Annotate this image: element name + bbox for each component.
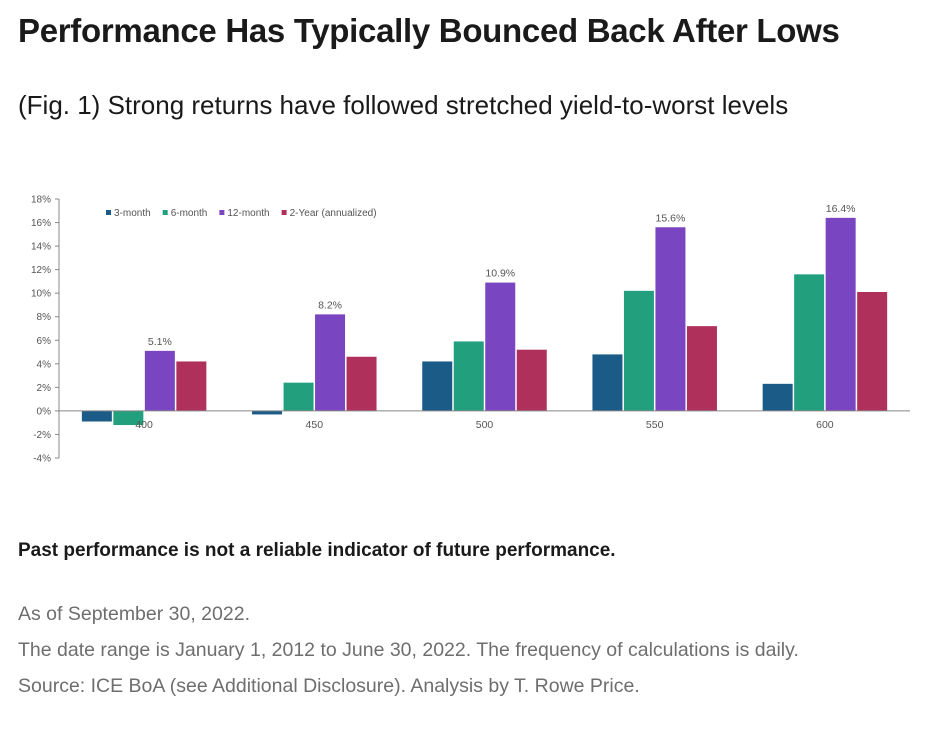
y-axis: -4% -2% 0% 2% 4% 6% 8% 10% 12% 14% 16% 18% <box>31 195 60 465</box>
y-tick-label: 16% <box>31 218 51 229</box>
bar-2-year-annualized-400 <box>176 361 207 411</box>
bar-12-month-550 <box>655 227 686 411</box>
bar-3-month-450 <box>252 410 283 415</box>
bar-2-year-annualized-450 <box>346 356 377 411</box>
bar-2-year-annualized-600 <box>857 292 888 411</box>
legend-swatch <box>281 210 287 215</box>
y-tick-label: -2% <box>33 430 51 441</box>
date-range-note: The date range is January 1, 2012 to Jun… <box>18 639 799 661</box>
legend-swatch <box>219 210 225 215</box>
data-label: 5.1% <box>148 336 172 348</box>
bar-6-month-600 <box>794 274 825 411</box>
bar-6-month-550 <box>623 290 654 411</box>
y-tick-label: 14% <box>31 242 51 253</box>
bar-12-month-500 <box>485 282 516 411</box>
y-tick-label: 0% <box>37 406 52 417</box>
x-tick-label: 550 <box>646 419 664 431</box>
bar-12-month-600 <box>825 217 856 411</box>
y-tick-label: 2% <box>37 383 52 394</box>
bar-3-month-400 <box>81 410 112 422</box>
bar-6-month-450 <box>283 382 314 411</box>
bar-12-month-450 <box>315 314 346 411</box>
y-tick-label: 18% <box>31 195 51 206</box>
bar-3-month-550 <box>592 354 623 411</box>
as-of-note: As of September 30, 2022. <box>18 603 250 625</box>
data-label: 16.4% <box>826 203 856 215</box>
bars: 5.1% 8.2% 10.9% 15.6% 16.4% <box>81 203 888 426</box>
legend-swatch <box>106 210 111 215</box>
x-tick-label: 400 <box>135 419 153 431</box>
y-tick-label: 10% <box>31 289 51 300</box>
bar-3-month-500 <box>422 361 453 411</box>
legend-label: 2-Year (annualized) <box>290 208 377 219</box>
bar-2-year-annualized-550 <box>686 326 717 411</box>
data-label: 10.9% <box>485 268 515 280</box>
bar-6-month-500 <box>453 341 484 411</box>
source-note: Source: ICE BoA (see Additional Disclosu… <box>18 675 640 697</box>
bar-12-month-400 <box>144 350 175 411</box>
data-label: 15.6% <box>656 212 686 224</box>
footnotes: As of September 30, 2022. The date range… <box>18 596 923 704</box>
y-tick-label: 12% <box>31 265 51 276</box>
y-tick-label: 6% <box>37 336 52 347</box>
bar-6-month-400 <box>113 410 144 426</box>
x-tick-label: 500 <box>476 419 494 431</box>
figure-subtitle: (Fig. 1) Strong returns have followed st… <box>18 90 789 120</box>
bar-3-month-600 <box>762 383 793 411</box>
page-title: Performance Has Typically Bounced Back A… <box>18 12 840 49</box>
legend-label: 6-month <box>171 208 208 219</box>
x-axis: 400 450 500 550 600 <box>59 410 910 431</box>
legend-swatch <box>162 210 168 215</box>
y-tick-label: 8% <box>37 312 52 323</box>
bar-2-year-annualized-500 <box>516 349 547 411</box>
y-tick-label: -4% <box>33 454 51 465</box>
legend-label: 3-month <box>114 208 151 219</box>
x-tick-label: 600 <box>816 419 834 431</box>
data-label: 8.2% <box>318 299 342 311</box>
x-tick-label: 450 <box>306 419 324 431</box>
legend: 3-month 6-month 12-month 2-Year (annualized… <box>106 208 377 219</box>
performance-disclaimer: Past performance is not a reliable indic… <box>18 540 616 561</box>
y-tick-label: 4% <box>37 359 52 370</box>
bar-chart: -4% -2% 0% 2% 4% 6% 8% 10% 12% 14% 16% 18% 5.1% 8.2%… <box>31 195 910 465</box>
legend-label: 12-month <box>227 208 269 219</box>
